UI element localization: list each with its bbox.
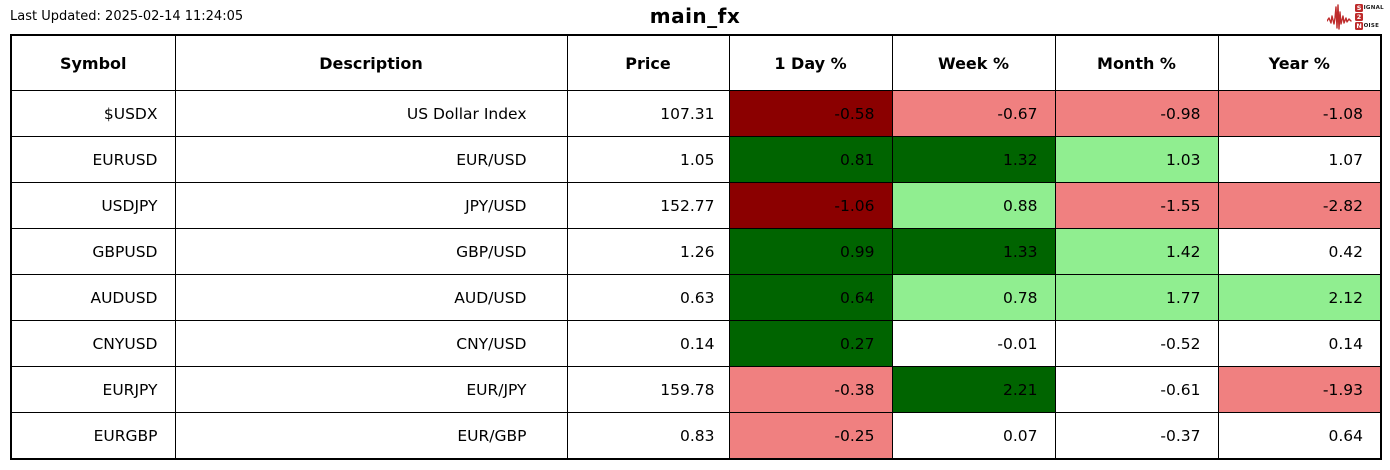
fx-table: Symbol Description Price 1 Day % Week % Month… <box>10 34 1382 460</box>
change-cell-year: 0.64 <box>1217 412 1382 460</box>
column-header-month: Month % <box>1054 34 1219 91</box>
change-cell-week: 0.07 <box>891 412 1056 460</box>
table-row-usdx: $USDX US Dollar Index 107.31 -0.58 -0.67 -0.9… <box>10 90 1382 137</box>
last-updated-timestamp: Last Updated: 2025-02-14 11:24:05 <box>10 9 244 24</box>
change-cell-year: 1.07 <box>1217 136 1382 183</box>
change-cell-week: -0.01 <box>891 320 1056 367</box>
change-cell-month: -0.98 <box>1054 90 1219 137</box>
description-cell: US Dollar Index <box>174 90 568 137</box>
column-header-week: Week % <box>891 34 1056 91</box>
change-cell-1-day: -0.58 <box>728 90 893 137</box>
symbol-cell: CNYUSD <box>10 320 176 367</box>
change-cell-week: -0.67 <box>891 90 1056 137</box>
symbol-cell: USDJPY <box>10 182 176 229</box>
price-cell: 1.05 <box>566 136 730 183</box>
logo-letter-n: N <box>1355 22 1364 30</box>
table-row-eurgbp: EURGBP EUR/GBP 0.83 -0.25 0.07 -0.37 0.64 <box>10 412 1382 460</box>
logo-line-signal: S IGNAL <box>1355 4 1384 12</box>
logo-text: S IGNAL 2 N OISE <box>1355 4 1384 30</box>
description-cell: GBP/USD <box>174 228 568 275</box>
waveform-icon <box>1327 4 1352 30</box>
change-cell-1-day: 0.81 <box>728 136 893 183</box>
table-row-eurusd: EURUSD EUR/USD 1.05 0.81 1.32 1.03 1.07 <box>10 136 1382 183</box>
symbol-cell: EURJPY <box>10 366 176 413</box>
price-cell: 159.78 <box>566 366 730 413</box>
change-cell-month: 1.03 <box>1054 136 1219 183</box>
logo-letter-2: 2 <box>1355 13 1364 21</box>
change-cell-year: -1.08 <box>1217 90 1382 137</box>
change-cell-year: -2.82 <box>1217 182 1382 229</box>
symbol-cell: GBPUSD <box>10 228 176 275</box>
description-cell: EUR/GBP <box>174 412 568 460</box>
column-header-description: Description <box>174 34 568 91</box>
change-cell-1-day: -0.25 <box>728 412 893 460</box>
change-cell-1-day: 0.64 <box>728 274 893 321</box>
table-row-cnyusd: CNYUSD CNY/USD 0.14 0.27 -0.01 -0.52 0.14 <box>10 320 1382 367</box>
change-cell-week: 2.21 <box>891 366 1056 413</box>
change-cell-1-day: 0.27 <box>728 320 893 367</box>
table-row-eurjpy: EURJPY EUR/JPY 159.78 -0.38 2.21 -0.61 -1.93 <box>10 366 1382 413</box>
logo-text-ignal: IGNAL <box>1363 5 1384 11</box>
change-cell-1-day: 0.99 <box>728 228 893 275</box>
fx-table-header: Symbol Description Price 1 Day % Week % Month… <box>10 34 1382 91</box>
logo-text-oise: OISE <box>1363 23 1380 29</box>
change-cell-month: -0.61 <box>1054 366 1219 413</box>
change-cell-week: 1.33 <box>891 228 1056 275</box>
symbol-cell: AUDUSD <box>10 274 176 321</box>
table-row-gbpusd: GBPUSD GBP/USD 1.26 0.99 1.33 1.42 0.42 <box>10 228 1382 275</box>
logo-line-2: 2 <box>1355 13 1384 21</box>
description-cell: AUD/USD <box>174 274 568 321</box>
price-cell: 152.77 <box>566 182 730 229</box>
page-title: main_fx <box>649 4 741 28</box>
change-cell-month: 1.42 <box>1054 228 1219 275</box>
price-cell: 0.14 <box>566 320 730 367</box>
description-cell: CNY/USD <box>174 320 568 367</box>
fx-table-body: $USDX US Dollar Index 107.31 -0.58 -0.67 -0.9… <box>10 90 1382 460</box>
change-cell-year: 0.42 <box>1217 228 1382 275</box>
change-cell-week: 1.32 <box>891 136 1056 183</box>
table-row-usdjpy: USDJPY JPY/USD 152.77 -1.06 0.88 -1.55 -2.82 <box>10 182 1382 229</box>
change-cell-1-day: -1.06 <box>728 182 893 229</box>
change-cell-year: -1.93 <box>1217 366 1382 413</box>
price-cell: 0.83 <box>566 412 730 460</box>
column-header-year: Year % <box>1217 34 1382 91</box>
price-cell: 107.31 <box>566 90 730 137</box>
column-header-price: Price <box>566 34 730 91</box>
header-row: Symbol Description Price 1 Day % Week % Month… <box>10 34 1382 91</box>
description-cell: EUR/JPY <box>174 366 568 413</box>
change-cell-month: -0.52 <box>1054 320 1219 367</box>
logo-letter-s: S <box>1355 4 1364 12</box>
column-header-1-day: 1 Day % <box>728 34 893 91</box>
symbol-cell: EURUSD <box>10 136 176 183</box>
price-cell: 1.26 <box>566 228 730 275</box>
table-row-audusd: AUDUSD AUD/USD 0.63 0.64 0.78 1.77 2.12 <box>10 274 1382 321</box>
column-header-symbol: Symbol <box>10 34 176 91</box>
change-cell-week: 0.78 <box>891 274 1056 321</box>
change-cell-year: 2.12 <box>1217 274 1382 321</box>
description-cell: JPY/USD <box>174 182 568 229</box>
price-cell: 0.63 <box>566 274 730 321</box>
change-cell-week: 0.88 <box>891 182 1056 229</box>
change-cell-month: -1.55 <box>1054 182 1219 229</box>
description-cell: EUR/USD <box>174 136 568 183</box>
change-cell-year: 0.14 <box>1217 320 1382 367</box>
change-cell-month: 1.77 <box>1054 274 1219 321</box>
symbol-cell: EURGBP <box>10 412 176 460</box>
change-cell-month: -0.37 <box>1054 412 1219 460</box>
logo-line-noise: N OISE <box>1355 22 1384 30</box>
symbol-cell: $USDX <box>10 90 176 137</box>
change-cell-1-day: -0.38 <box>728 366 893 413</box>
signal2noise-logo: S IGNAL 2 N OISE <box>1327 3 1384 31</box>
